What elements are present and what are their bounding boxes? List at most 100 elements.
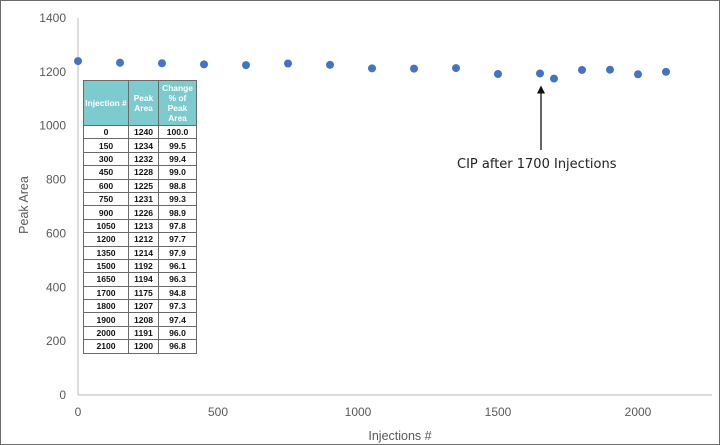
cell-change-percent: 99.0: [158, 165, 197, 180]
table-row: 600 1225 98.8: [83, 178, 197, 193]
cell-peak-area: 1194: [128, 272, 159, 287]
annotation-label: CIP after 1700 Injections: [457, 157, 617, 172]
cell-peak-area: 1228: [128, 165, 159, 180]
table-row: 1700 1175 94.8: [83, 285, 197, 301]
data-table: Injection # Peak Area Change % of Peak A…: [83, 80, 197, 354]
x-tick-label: 0: [75, 405, 82, 419]
data-point: [536, 69, 544, 78]
data-point: [494, 70, 502, 79]
y-tick-label: 1200: [39, 65, 66, 79]
data-point: [158, 59, 166, 68]
cell-injection: 2100: [83, 339, 129, 354]
y-tick-label: 600: [46, 226, 66, 240]
table-row: 300 1232 99.4: [83, 151, 197, 167]
table-header-row: Injection # Peak Area Change % of Peak A…: [83, 80, 197, 126]
cell-change-percent: 98.8: [158, 178, 197, 193]
cell-change-percent: 97.7: [158, 232, 197, 247]
cell-peak-area: 1214: [128, 245, 159, 260]
y-tick-label: 400: [46, 280, 66, 294]
cell-change-percent: 97.3: [158, 299, 197, 314]
data-point: [452, 64, 460, 73]
cell-peak-area: 1192: [128, 258, 159, 274]
cell-injection: 1700: [83, 285, 129, 301]
cell-change-percent: 98.9: [158, 205, 197, 220]
cell-peak-area: 1200: [128, 339, 159, 354]
cell-peak-area: 1191: [128, 325, 159, 341]
data-point: [284, 59, 292, 68]
data-point: [410, 64, 418, 73]
table-body: 0 1240 100.0 150 1234 99.5 300 1232 99.4 450 1228 9…: [83, 124, 197, 354]
y-tick-label: 0: [59, 388, 66, 402]
annotation-arrow: CIP after 1700 Injections: [457, 85, 617, 172]
data-point: [74, 57, 82, 66]
cell-change-percent: 96.8: [158, 339, 197, 354]
cell-injection: 900: [83, 205, 129, 220]
cell-peak-area: 1232: [128, 151, 159, 167]
table-row: 1350 1214 97.9: [83, 245, 197, 260]
cell-peak-area: 1207: [128, 299, 159, 314]
cell-peak-area: 1208: [128, 312, 159, 327]
cell-injection: 1500: [83, 258, 129, 274]
x-tick-label: 1500: [485, 405, 512, 419]
table-row: 1650 1194 96.3: [83, 272, 197, 287]
cell-peak-area: 1240: [128, 124, 159, 140]
cell-change-percent: 99.4: [158, 151, 197, 167]
data-point: [662, 67, 670, 76]
x-tick-label: 500: [208, 405, 228, 419]
annotation-arrow-head: [537, 85, 545, 94]
data-point: [242, 61, 250, 70]
table-row: 1200 1212 97.7: [83, 232, 197, 247]
table-row: 2000 1191 96.0: [83, 325, 197, 341]
table-row: 1050 1213 97.8: [83, 218, 197, 234]
x-axis-title: Injections #: [368, 429, 431, 443]
header-peak-area: Peak Area: [128, 80, 159, 126]
cell-change-percent: 97.9: [158, 245, 197, 260]
cell-injection: 1650: [83, 272, 129, 287]
table-row: 450 1228 99.0: [83, 165, 197, 180]
y-tick-label: 200: [46, 334, 66, 348]
cell-injection: 1200: [83, 232, 129, 247]
cell-change-percent: 97.4: [158, 312, 197, 327]
cell-peak-area: 1175: [128, 285, 159, 301]
cell-injection: 2000: [83, 325, 129, 341]
cell-peak-area: 1231: [128, 191, 159, 207]
cell-injection: 450: [83, 165, 129, 180]
table-row: 1800 1207 97.3: [83, 299, 197, 314]
table-row: 900 1226 98.9: [83, 205, 197, 220]
data-point: [326, 60, 334, 69]
cell-injection: 150: [83, 138, 129, 153]
cell-injection: 0: [83, 124, 129, 140]
y-axis-title: Peak Area: [17, 176, 31, 234]
cell-peak-area: 1226: [128, 205, 159, 220]
cell-change-percent: 94.8: [158, 285, 197, 301]
cell-injection: 1800: [83, 299, 129, 314]
data-point: [606, 65, 614, 74]
cell-change-percent: 100.0: [158, 124, 197, 140]
data-point: [200, 60, 208, 69]
table-row: 1500 1192 96.1: [83, 258, 197, 274]
table-row: 0 1240 100.0: [83, 124, 197, 140]
y-tick-label: 800: [46, 173, 66, 187]
table-row: 750 1231 99.3: [83, 191, 197, 207]
y-tick-label: 1000: [39, 119, 66, 133]
cell-change-percent: 96.1: [158, 258, 197, 274]
data-point: [634, 70, 642, 79]
cell-peak-area: 1225: [128, 178, 159, 193]
cell-injection: 1350: [83, 245, 129, 260]
table-row: 1900 1208 97.4: [83, 312, 197, 327]
data-point: [550, 74, 558, 83]
x-tick-label: 1000: [345, 405, 372, 419]
cell-injection: 1900: [83, 312, 129, 327]
table-row: 150 1234 99.5: [83, 138, 197, 153]
data-point: [578, 65, 586, 74]
cell-peak-area: 1213: [128, 218, 159, 234]
cell-injection: 1050: [83, 218, 129, 234]
cell-peak-area: 1234: [128, 138, 159, 153]
data-point: [368, 64, 376, 73]
table-row: 2100 1200 96.8: [83, 339, 197, 354]
header-injection: Injection #: [83, 80, 129, 126]
header-change-percent: Change % of Peak Area: [158, 80, 197, 126]
cell-change-percent: 97.8: [158, 218, 197, 234]
